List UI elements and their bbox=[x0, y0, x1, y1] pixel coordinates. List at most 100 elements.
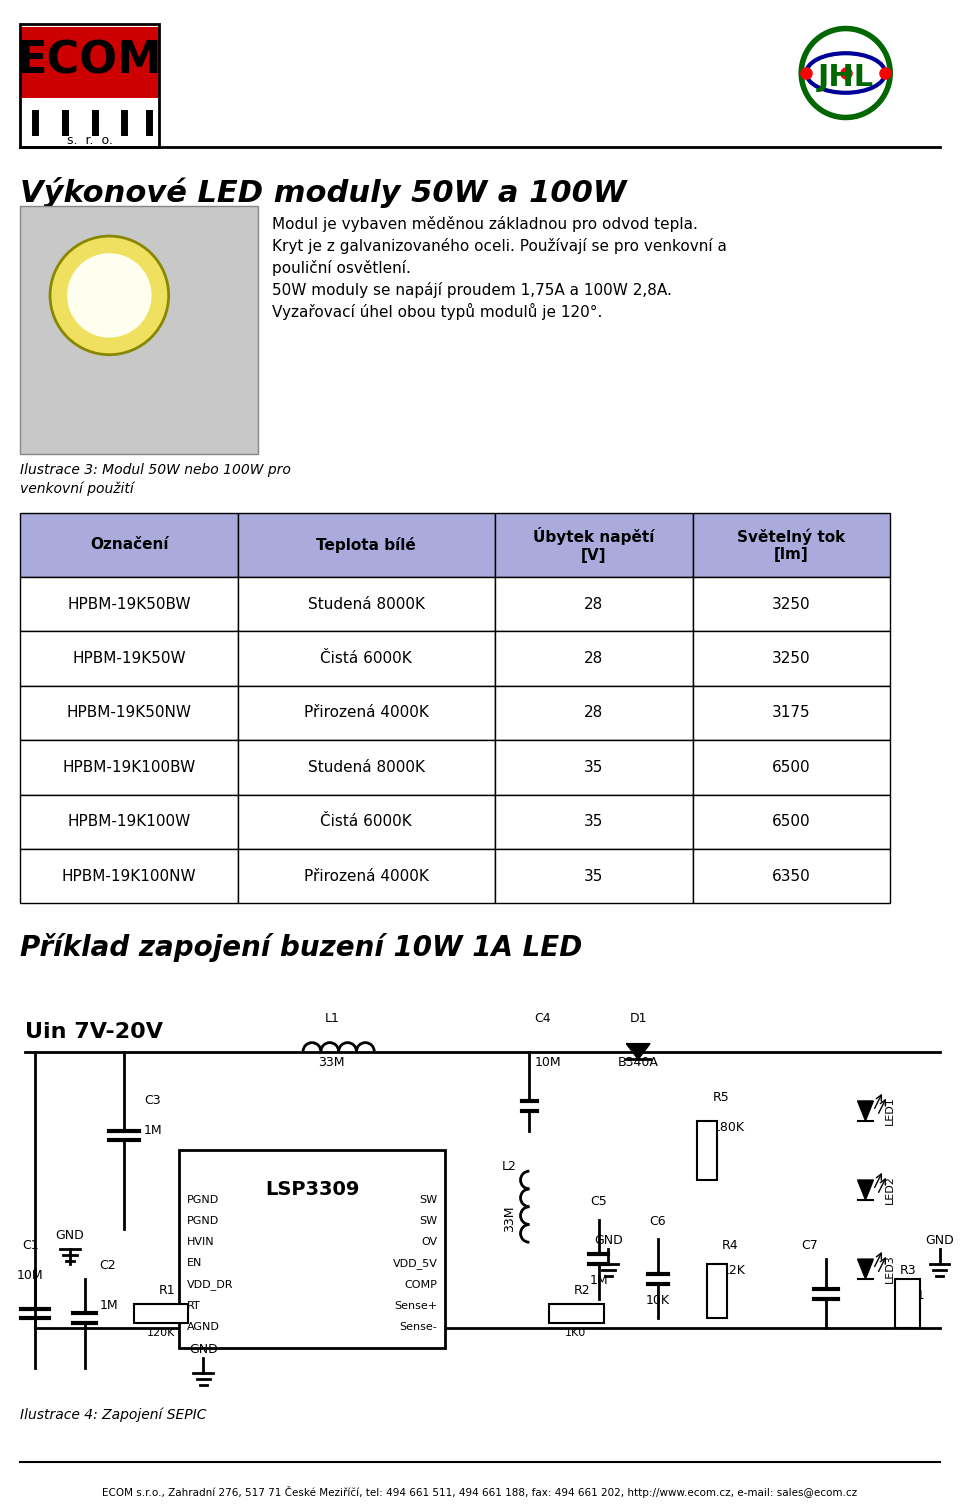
Text: Příklad zapojení buzení 10W 1A LED: Příklad zapojení buzení 10W 1A LED bbox=[20, 932, 583, 963]
Text: 33M: 33M bbox=[319, 1056, 345, 1070]
FancyBboxPatch shape bbox=[238, 849, 494, 904]
Text: Čistá 6000K: Čistá 6000K bbox=[321, 814, 412, 830]
Text: Sense-: Sense- bbox=[399, 1322, 438, 1331]
FancyBboxPatch shape bbox=[20, 512, 238, 577]
Text: 10M: 10M bbox=[17, 1269, 43, 1281]
Text: Studená 8000K: Studená 8000K bbox=[308, 597, 425, 612]
FancyBboxPatch shape bbox=[20, 577, 238, 632]
Text: 1M: 1M bbox=[144, 1124, 162, 1138]
Text: HVIN: HVIN bbox=[186, 1238, 214, 1247]
Text: PGND: PGND bbox=[186, 1195, 219, 1204]
Circle shape bbox=[68, 254, 151, 337]
Text: Modul je vybaven měděnou základnou pro odvod tepla.: Modul je vybaven měděnou základnou pro o… bbox=[273, 216, 698, 233]
Text: ECOM: ECOM bbox=[17, 39, 162, 83]
FancyBboxPatch shape bbox=[895, 1278, 920, 1328]
FancyBboxPatch shape bbox=[238, 740, 494, 795]
Text: LSP3309: LSP3309 bbox=[265, 1180, 359, 1200]
Text: 6500: 6500 bbox=[772, 814, 810, 830]
Text: pouliční osvětlení.: pouliční osvětlení. bbox=[273, 260, 411, 277]
Text: JHL: JHL bbox=[818, 63, 874, 92]
Text: 10M: 10M bbox=[535, 1056, 561, 1070]
Text: R5: R5 bbox=[712, 1091, 729, 1105]
Text: Vyzařovací úhel obou typů modulů je 120°.: Vyzařovací úhel obou typů modulů je 120°… bbox=[273, 304, 603, 320]
Text: ECOM s.r.o., Zahradní 276, 517 71 České Meziříčí, tel: 494 661 511, 494 661 188,: ECOM s.r.o., Zahradní 276, 517 71 České … bbox=[103, 1487, 857, 1499]
Text: VDD_DR: VDD_DR bbox=[186, 1278, 233, 1290]
Text: RT: RT bbox=[186, 1301, 201, 1310]
Text: 3250: 3250 bbox=[772, 597, 810, 612]
Text: 33M: 33M bbox=[503, 1206, 516, 1233]
Text: Přirozená 4000K: Přirozená 4000K bbox=[304, 869, 429, 884]
Text: 6500: 6500 bbox=[772, 760, 810, 775]
Text: GND: GND bbox=[925, 1234, 954, 1247]
Text: HPBM-19K50BW: HPBM-19K50BW bbox=[67, 597, 191, 612]
FancyBboxPatch shape bbox=[238, 686, 494, 740]
Text: 0R1: 0R1 bbox=[900, 1289, 924, 1301]
Text: C2: C2 bbox=[100, 1259, 116, 1272]
Text: 3175: 3175 bbox=[772, 706, 810, 721]
FancyBboxPatch shape bbox=[692, 795, 890, 849]
Text: HPBM-19K100BW: HPBM-19K100BW bbox=[62, 760, 196, 775]
FancyBboxPatch shape bbox=[692, 686, 890, 740]
FancyBboxPatch shape bbox=[20, 740, 238, 795]
FancyBboxPatch shape bbox=[494, 795, 692, 849]
Text: C4: C4 bbox=[535, 1012, 551, 1024]
Text: LED2: LED2 bbox=[885, 1176, 896, 1204]
FancyBboxPatch shape bbox=[692, 577, 890, 632]
Text: 10K: 10K bbox=[646, 1293, 670, 1307]
FancyBboxPatch shape bbox=[494, 632, 692, 686]
FancyBboxPatch shape bbox=[238, 795, 494, 849]
FancyBboxPatch shape bbox=[20, 27, 158, 98]
Text: 180K: 180K bbox=[712, 1121, 744, 1133]
Text: GND: GND bbox=[594, 1234, 623, 1247]
FancyBboxPatch shape bbox=[20, 849, 238, 904]
Text: s.  r.  o.: s. r. o. bbox=[66, 133, 112, 147]
Text: LED1: LED1 bbox=[885, 1097, 896, 1126]
Text: D1: D1 bbox=[630, 1012, 647, 1024]
FancyBboxPatch shape bbox=[698, 1121, 717, 1180]
Text: C5: C5 bbox=[590, 1195, 607, 1207]
Text: EN: EN bbox=[186, 1259, 202, 1268]
Text: Uin 7V-20V: Uin 7V-20V bbox=[25, 1021, 163, 1043]
Text: C3: C3 bbox=[144, 1094, 160, 1108]
Text: Studená 8000K: Studená 8000K bbox=[308, 760, 425, 775]
Text: HPBM-19K100W: HPBM-19K100W bbox=[67, 814, 191, 830]
Text: Kryt je z galvanizovaného oceli. Používají se pro venkovní a: Kryt je z galvanizovaného oceli. Používa… bbox=[273, 239, 728, 254]
FancyBboxPatch shape bbox=[549, 1304, 604, 1324]
Text: Výkonové LED moduly 50W a 100W: Výkonové LED moduly 50W a 100W bbox=[20, 177, 627, 209]
Text: 35: 35 bbox=[584, 760, 603, 775]
FancyBboxPatch shape bbox=[692, 512, 890, 577]
Text: 1K0: 1K0 bbox=[565, 1328, 587, 1339]
Text: 35: 35 bbox=[584, 814, 603, 830]
Text: 6350: 6350 bbox=[772, 869, 811, 884]
Text: C7: C7 bbox=[802, 1239, 818, 1253]
Text: 50W moduly se napájí proudem 1,75A a 100W 2,8A.: 50W moduly se napájí proudem 1,75A a 100… bbox=[273, 281, 672, 298]
FancyBboxPatch shape bbox=[238, 577, 494, 632]
Text: 28: 28 bbox=[584, 706, 603, 721]
Text: Přirozená 4000K: Přirozená 4000K bbox=[304, 706, 429, 721]
Text: 12K: 12K bbox=[722, 1263, 746, 1277]
Text: L2: L2 bbox=[502, 1160, 517, 1173]
FancyBboxPatch shape bbox=[20, 632, 238, 686]
Polygon shape bbox=[626, 1044, 650, 1059]
Text: AGND: AGND bbox=[186, 1322, 219, 1331]
FancyBboxPatch shape bbox=[494, 577, 692, 632]
FancyBboxPatch shape bbox=[238, 512, 494, 577]
Text: HPBM-19K50NW: HPBM-19K50NW bbox=[66, 706, 192, 721]
Polygon shape bbox=[857, 1259, 874, 1278]
Text: Čistá 6000K: Čistá 6000K bbox=[321, 651, 412, 666]
Text: HPBM-19K50W: HPBM-19K50W bbox=[72, 651, 186, 666]
FancyBboxPatch shape bbox=[494, 686, 692, 740]
FancyBboxPatch shape bbox=[238, 632, 494, 686]
Text: PGND: PGND bbox=[186, 1216, 219, 1225]
Text: R3: R3 bbox=[900, 1263, 917, 1277]
Text: L1: L1 bbox=[324, 1012, 339, 1024]
Text: C6: C6 bbox=[650, 1215, 666, 1227]
Text: 1M: 1M bbox=[100, 1298, 118, 1312]
Text: LED3: LED3 bbox=[885, 1254, 896, 1283]
FancyBboxPatch shape bbox=[692, 740, 890, 795]
Text: R4: R4 bbox=[722, 1239, 739, 1253]
Text: C1: C1 bbox=[22, 1239, 38, 1253]
Polygon shape bbox=[857, 1180, 874, 1200]
FancyBboxPatch shape bbox=[20, 207, 257, 453]
FancyBboxPatch shape bbox=[134, 1304, 188, 1324]
